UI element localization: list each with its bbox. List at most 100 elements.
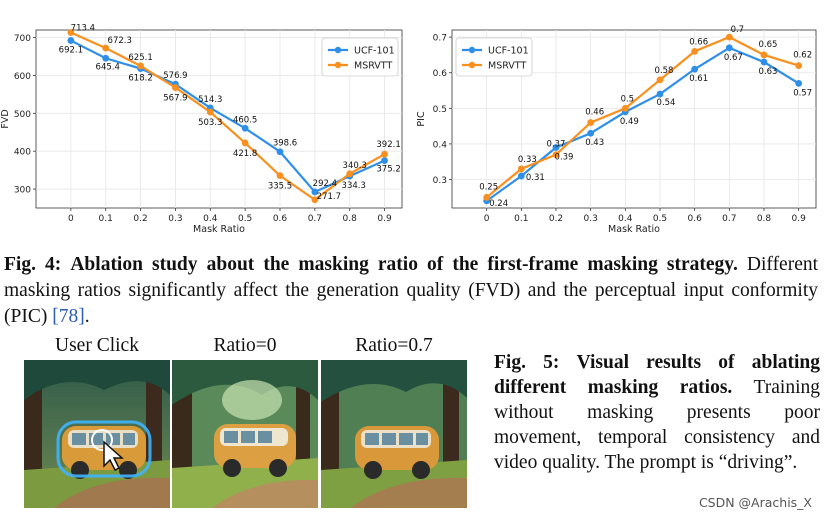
pic-chart-svg: 0.3 0.4 0.5 0.6 0.7 0 0.1 0.2 0.3 0.4 0.5 0.6 0.7 0.8… (416, 25, 817, 235)
data-label-msrvtt: 0.46 (585, 108, 604, 118)
fig5-bold-text: Visual results of ablating different mas… (494, 352, 820, 398)
data-point-msrvtt (381, 150, 388, 158)
x-tick-label: 0 (68, 214, 74, 224)
data-label-msrvtt: 0.33 (518, 155, 537, 165)
data-label-msrvtt: 392.1 (376, 140, 400, 150)
data-label-msrvtt: 421.8 (233, 149, 257, 159)
data-point-ucf-101 (67, 37, 75, 44)
series-line-ucf-101 (70, 39, 386, 194)
x-tick-label: 0.5 (653, 214, 667, 224)
ratio-0-image (172, 360, 318, 508)
data-label-ucf-101: 618.2 (128, 74, 152, 84)
y-tick-label: 0.6 (433, 69, 448, 79)
label-user-click: User Click (55, 335, 139, 356)
data-point-msrvtt (276, 172, 284, 180)
data-label-msrvtt: 0.66 (689, 37, 708, 47)
x-tick-label: 0.1 (99, 214, 113, 224)
data-point-ucf-101 (241, 124, 249, 132)
legend-box (455, 37, 533, 77)
data-label-msrvtt: 0.37 (547, 140, 566, 150)
x-tick-label: 0.4 (203, 214, 218, 224)
data-label-ucf-101: 0.63 (759, 67, 778, 77)
fvd-chart-svg: 300 400 500 600 700 0 0.1 0.2 0.3 0.4 0.5 0.6 0.7 0.8… (0, 23, 403, 235)
x-tick-label: 0.9 (792, 214, 807, 224)
data-point-ucf-101 (276, 148, 284, 156)
data-point-msrvtt (311, 196, 319, 204)
data-point-ucf-101 (760, 58, 768, 66)
y-tick-label: 500 (14, 110, 31, 120)
x-tick-label: 0.4 (618, 214, 633, 224)
fig4-reference-link[interactable]: [78] (52, 306, 85, 327)
data-point-msrvtt (346, 170, 354, 178)
x-tick-label: 0.7 (722, 214, 736, 224)
data-label-ucf-101: 645.4 (96, 62, 120, 72)
data-label-ucf-101: 0.61 (689, 74, 708, 84)
series-line-msrvtt (485, 35, 799, 199)
y-tick-label: 400 (14, 148, 31, 158)
x-tick-label: 0.8 (343, 214, 358, 224)
data-label-msrvtt: 0.62 (793, 51, 812, 61)
legend-label: UCF-101 (488, 46, 529, 57)
data-label-ucf-101: 0.39 (555, 152, 574, 162)
x-tick-label: 0.7 (308, 214, 322, 224)
legend-label: MSRVTT (354, 61, 392, 72)
data-label-msrvtt: 335.5 (268, 182, 292, 192)
data-point-ucf-101 (795, 80, 803, 87)
data-point-msrvtt (760, 51, 768, 59)
legend-marker (468, 46, 476, 54)
legend-label: MSRVTT (488, 61, 526, 72)
x-tick-label: 0.3 (168, 214, 182, 224)
x-tick-label: 0.8 (757, 214, 772, 224)
data-point-msrvtt (483, 193, 491, 201)
data-point-msrvtt (691, 47, 699, 55)
data-label-msrvtt: 0.5 (621, 94, 635, 104)
data-point-msrvtt (137, 62, 144, 70)
data-point-ucf-101 (725, 44, 733, 52)
y-tick-label: 0.7 (433, 34, 447, 44)
data-label-ucf-101: 375.2 (376, 165, 400, 175)
watermark: CSDN @Arachis_X (696, 495, 814, 510)
van-icon (214, 424, 296, 477)
fig5-label: Fig. 5: (494, 352, 560, 373)
data-point-msrvtt (102, 44, 110, 52)
data-point-ucf-101 (517, 172, 525, 180)
data-label-ucf-101: 292.4 (313, 179, 337, 189)
data-label-msrvtt: 672.3 (108, 36, 132, 46)
pic-chart: 0.3 0.4 0.5 0.6 0.7 0 0.1 0.2 0.3 0.4 0.5 0.6 0.7 0.8… (412, 0, 824, 240)
data-label-ucf-101: 0.57 (793, 88, 812, 98)
fvd-chart: 300 400 500 600 700 0 0.1 0.2 0.3 0.4 0.5 0.6 0.7 0.8… (0, 0, 412, 240)
data-point-ucf-101 (552, 144, 560, 151)
legend-marker (334, 61, 342, 69)
x-tick-label: 0.2 (133, 214, 147, 224)
data-point-ucf-101 (691, 65, 699, 73)
x-axis-label: Mask Ratio (608, 224, 660, 235)
data-point-msrvtt (206, 108, 214, 116)
data-point-msrvtt (621, 104, 629, 112)
data-label-ucf-101: 334.3 (342, 181, 366, 191)
data-label-ucf-101: 0.43 (585, 138, 604, 148)
data-label-ucf-101: 0.24 (489, 199, 508, 209)
data-point-msrvtt (656, 76, 664, 84)
fig4-label: Fig. 4: (4, 254, 62, 275)
x-tick-label: 0.1 (514, 214, 528, 224)
data-label-ucf-101: 514.3 (198, 95, 222, 105)
data-label-msrvtt: 567.9 (163, 94, 187, 104)
data-point-msrvtt (795, 62, 803, 69)
x-tick-label: 0 (484, 214, 490, 224)
label-ratio-0: Ratio=0 (213, 335, 277, 356)
data-point-ucf-101 (311, 188, 319, 196)
label-ratio-07: Ratio=0.7 (355, 335, 433, 356)
data-point-msrvtt (517, 165, 525, 173)
legend-box (321, 37, 399, 77)
y-axis-label: FVD (0, 109, 11, 128)
data-label-ucf-101: 460.5 (233, 115, 257, 125)
data-point-ucf-101 (102, 54, 110, 62)
data-label-msrvtt: 0.7 (731, 25, 745, 35)
data-label-msrvtt: 0.65 (759, 40, 778, 50)
y-tick-label: 0.3 (433, 176, 447, 186)
data-label-ucf-101: 692.1 (59, 46, 83, 56)
data-label-msrvtt: 625.1 (128, 53, 152, 63)
x-tick-label: 0.5 (238, 214, 252, 224)
data-label-ucf-101: 0.49 (620, 117, 639, 127)
data-point-msrvtt (172, 84, 179, 92)
